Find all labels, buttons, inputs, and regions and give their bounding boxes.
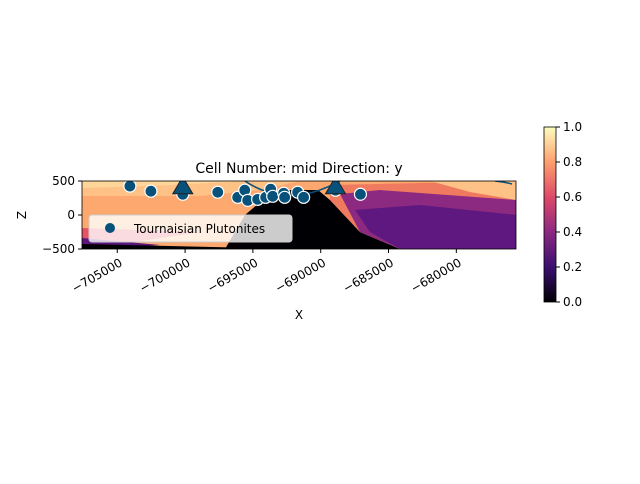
data-point	[123, 181, 137, 193]
colorbar	[543, 126, 557, 303]
y-axis-label: Z	[15, 211, 29, 219]
section-image	[82, 181, 516, 249]
orientation-triangle	[324, 181, 347, 195]
x-tick-label: −695000	[205, 255, 260, 295]
data-point	[211, 185, 225, 199]
legend-label: Tournaisian Plutonites	[133, 222, 265, 236]
colorbar-tick-label: 0.8	[563, 155, 582, 169]
x-axis-label: X	[295, 308, 303, 322]
data-point	[278, 190, 292, 204]
data-point	[353, 187, 368, 201]
orientation-triangle	[171, 181, 194, 195]
colorbar-tick-label: 0.0	[563, 295, 582, 309]
colorbar-tick-label: 0.6	[563, 190, 582, 204]
data-point	[297, 190, 311, 204]
colorbar-tick-label: 1.0	[563, 120, 582, 134]
y-tick-label: 0	[67, 208, 75, 222]
x-tick-label: −690000	[273, 255, 328, 295]
x-tick-label: −685000	[341, 255, 396, 295]
data-point	[144, 184, 158, 198]
x-tick-label: −705000	[69, 255, 124, 295]
colorbar-tick-label: 0.4	[563, 225, 582, 239]
y-tick-label: 500	[52, 174, 75, 188]
legend: Tournaisian Plutonites	[88, 214, 293, 243]
legend-marker	[105, 223, 115, 233]
y-tick-label: −500	[42, 242, 75, 256]
chart-title: Cell Number: mid Direction: y	[195, 161, 402, 177]
x-tick-label: −680000	[408, 255, 463, 295]
colorbar-tick-label: 0.2	[563, 260, 582, 274]
data-point	[266, 189, 280, 203]
x-tick-label: −700000	[137, 255, 192, 295]
